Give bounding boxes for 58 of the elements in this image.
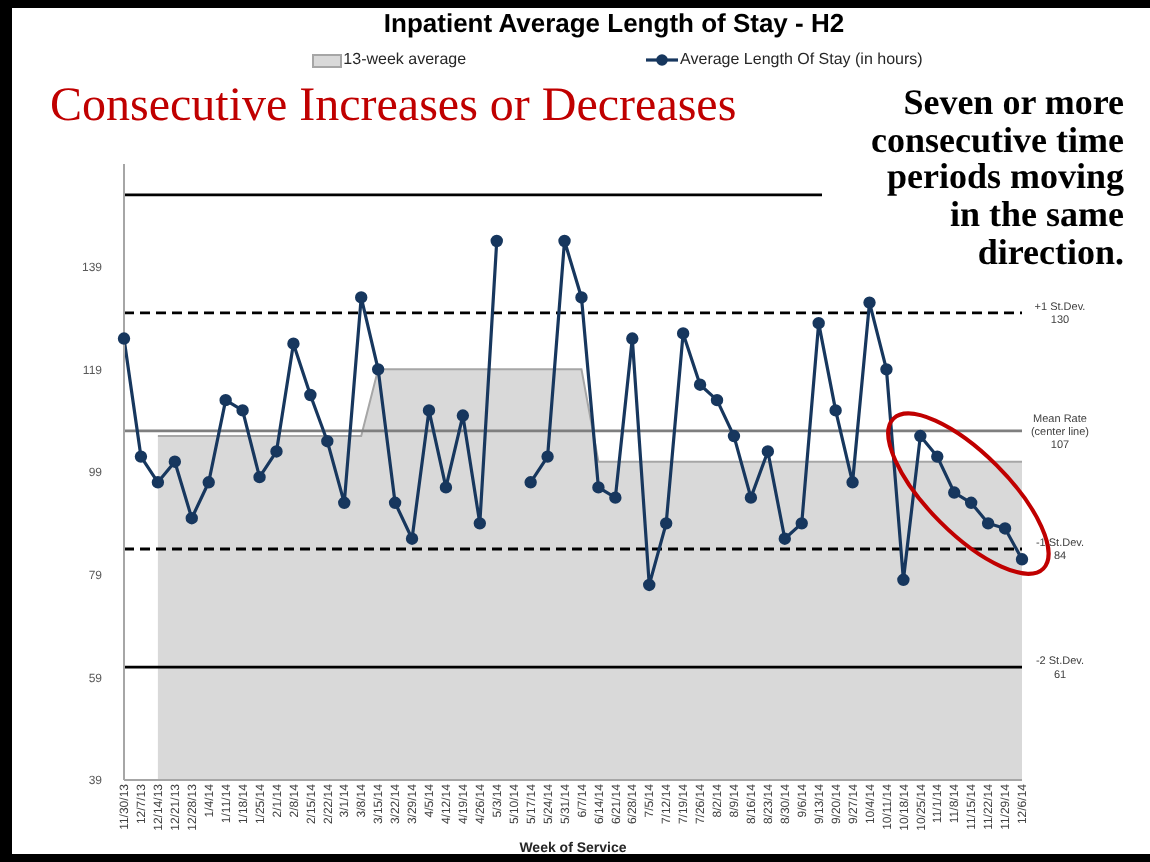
point [236,404,249,417]
point [575,291,588,304]
point [1015,553,1029,566]
annotation: Seven or more consecutive time periods moving in the same direction. [871,82,1124,272]
point [795,517,808,530]
point [541,450,554,463]
point [151,476,165,489]
point [371,363,385,376]
point [321,435,334,448]
point [626,332,639,345]
point [592,481,605,494]
point [659,517,673,530]
point [693,378,707,391]
point [473,517,487,530]
point [253,470,266,484]
point [812,316,825,330]
point [304,388,317,402]
point [168,455,182,468]
point [219,393,232,407]
point [964,496,978,509]
point [981,517,995,530]
point [338,496,351,509]
point [202,476,215,489]
point [388,496,402,509]
point [778,532,791,545]
point [761,445,775,458]
point [880,363,893,376]
point [524,476,537,489]
point [897,573,910,586]
point [846,476,859,489]
point [829,404,842,417]
point [863,296,876,309]
point [185,512,198,525]
point [134,450,148,463]
point [490,234,503,248]
point [117,332,131,345]
point [270,445,283,458]
point [609,491,622,504]
point [914,429,927,443]
point [422,404,436,417]
point [439,481,453,494]
point [558,234,571,248]
chart-title: Inpatient Average Length of Stay - H2 [383,8,845,38]
point [643,578,656,592]
point [998,522,1012,535]
point [405,532,419,545]
point [744,491,758,504]
point [287,337,300,350]
point [355,291,368,304]
point [676,327,690,340]
point [710,393,724,407]
point [727,429,741,443]
legend-label: 13-week average [343,50,467,70]
point [456,409,470,422]
legend-label: Average Length Of Stay (in hours) [680,50,923,70]
chart-subtitle: Consecutive Increases or Decreases [50,80,737,132]
point [948,486,961,499]
point [931,450,944,463]
